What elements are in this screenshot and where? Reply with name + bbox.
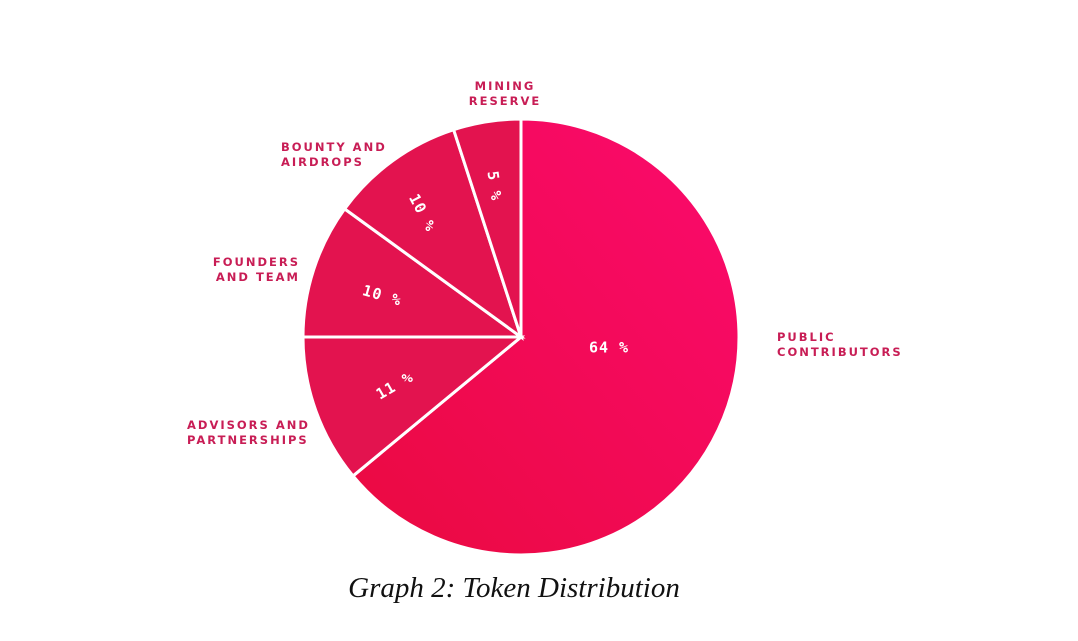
slice-label: BOUNTY AND AIRDROPS <box>281 140 387 169</box>
pie-slice <box>301 206 526 339</box>
chart-title: Graph 2: Token Distribution <box>348 572 680 604</box>
pie-slice <box>350 117 741 557</box>
pie-slice <box>451 117 523 338</box>
pie-slice <box>342 127 524 341</box>
slice-label: MINING RESERVE <box>469 79 541 108</box>
slice-label: ADVISORS AND PARTNERSHIPS <box>187 418 310 447</box>
data-label: 64 % <box>589 339 629 357</box>
slice-label: FOUNDERS AND TEAM <box>213 255 300 284</box>
pie-slice <box>301 335 526 479</box>
slice-label: PUBLIC CONTRIBUTORS <box>777 330 903 359</box>
data-label: 5 % <box>483 170 505 202</box>
